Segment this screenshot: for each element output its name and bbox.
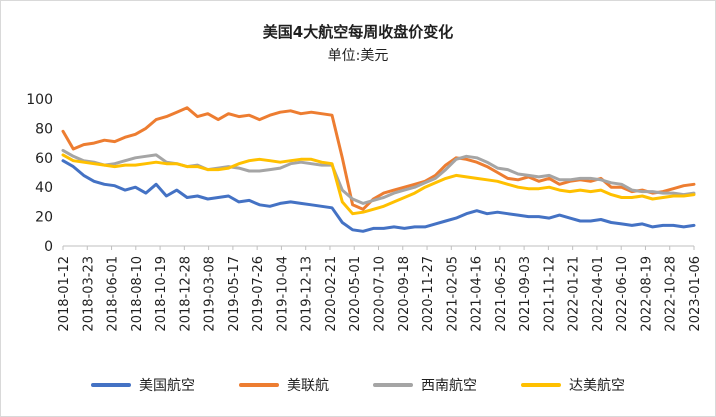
x-tick-label: 2022-10-28: [664, 256, 679, 332]
x-tick-label: 2021-04-16: [470, 256, 485, 332]
x-tick-label: 2023-01-06: [688, 256, 703, 332]
x-tick-label: 2018-12-28: [178, 256, 193, 332]
y-tick-label: 80: [35, 121, 53, 137]
legend-swatch: [239, 383, 279, 387]
x-tick-label: 2018-06-01: [106, 256, 121, 332]
x-tick-label: 2020-05-01: [348, 256, 363, 332]
x-tick-label: 2018-08-10: [130, 256, 145, 332]
x-tick-label: 2018-03-23: [81, 256, 96, 332]
y-tick-label: 0: [44, 239, 53, 255]
y-tick-label: 100: [26, 92, 53, 108]
x-tick-label: 2022-04-01: [591, 256, 606, 332]
series-line-2: [61, 106, 696, 211]
series-line-4: [61, 153, 696, 216]
x-tick-label: 2022-06-10: [615, 256, 630, 332]
legend-item-4: 达美航空: [521, 375, 625, 395]
x-tick-label: 2018-10-19: [154, 256, 169, 332]
x-tick-label: 2020-07-10: [373, 256, 388, 332]
x-tick-label: 2020-11-27: [421, 256, 436, 332]
x-tick-label: 2021-06-25: [494, 256, 509, 332]
x-tick-label: 2020-09-18: [397, 256, 412, 332]
y-tick-label: 20: [35, 210, 53, 226]
x-tick-label: 2018-01-12: [57, 256, 72, 332]
legend-swatch: [373, 383, 413, 387]
legend-swatch: [91, 383, 131, 387]
x-tick-label: 2022-01-21: [567, 256, 582, 332]
x-tick-label: 2022-08-19: [639, 256, 654, 332]
y-tick-label: 40: [35, 180, 53, 196]
legend-item-3: 西南航空: [373, 375, 477, 395]
x-tick-label: 2019-03-08: [203, 256, 218, 332]
legend-swatch: [521, 383, 561, 387]
chart-subtitle: 单位:美元: [327, 48, 389, 64]
x-tick-label: 2020-02-21: [324, 256, 339, 332]
legend-label: 达美航空: [569, 378, 625, 394]
legend-label: 西南航空: [421, 378, 477, 394]
legend-label: 美联航: [287, 378, 329, 394]
x-tick-label: 2019-07-26: [251, 256, 266, 332]
legend-item-2: 美联航: [239, 375, 329, 395]
x-tick-label: 2019-05-17: [227, 256, 242, 332]
x-tick-label: 2021-11-12: [542, 256, 557, 332]
legend: 美国航空 美联航 西南航空 达美航空: [1, 375, 715, 395]
y-tick-label: 60: [35, 151, 53, 167]
x-tick-label: 2021-09-03: [518, 256, 533, 332]
x-tick-label: 2021-02-05: [445, 256, 460, 332]
series-line-1: [61, 159, 696, 233]
x-tick-label: 2019-12-13: [300, 256, 315, 332]
chart-title: 美国4大航空每周收盘价变化: [262, 23, 454, 41]
legend-item-1: 美国航空: [91, 375, 195, 395]
x-tick-label: 2019-10-04: [275, 256, 290, 332]
legend-label: 美国航空: [139, 378, 195, 394]
